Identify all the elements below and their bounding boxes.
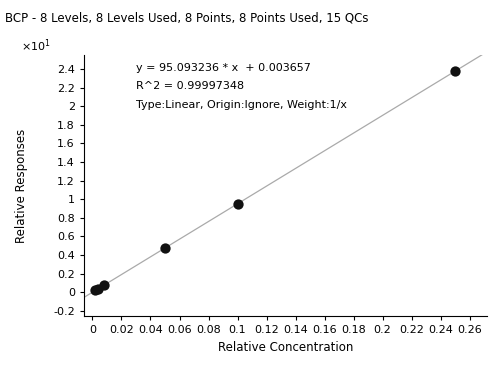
Point — [450, 68, 458, 74]
Text: y = 95.093236 * x  + 0.003657: y = 95.093236 * x + 0.003657 — [136, 63, 311, 73]
X-axis label: Relative Concentration: Relative Concentration — [217, 341, 352, 354]
Text: $\times$10$^{1}$: $\times$10$^{1}$ — [21, 37, 51, 54]
Text: R^2 = 0.99997348: R^2 = 0.99997348 — [136, 81, 244, 91]
Y-axis label: Relative Responses: Relative Responses — [15, 129, 28, 243]
Text: BCP - 8 Levels, 8 Levels Used, 8 Points, 8 Points Used, 15 QCs: BCP - 8 Levels, 8 Levels Used, 8 Points,… — [5, 11, 368, 24]
Point — [94, 286, 102, 292]
Text: Type:Linear, Origin:Ignore, Weight:1/x: Type:Linear, Origin:Ignore, Weight:1/x — [136, 100, 347, 110]
Point — [100, 282, 108, 288]
Point — [91, 287, 99, 293]
Point — [233, 201, 241, 207]
Point — [161, 245, 169, 251]
